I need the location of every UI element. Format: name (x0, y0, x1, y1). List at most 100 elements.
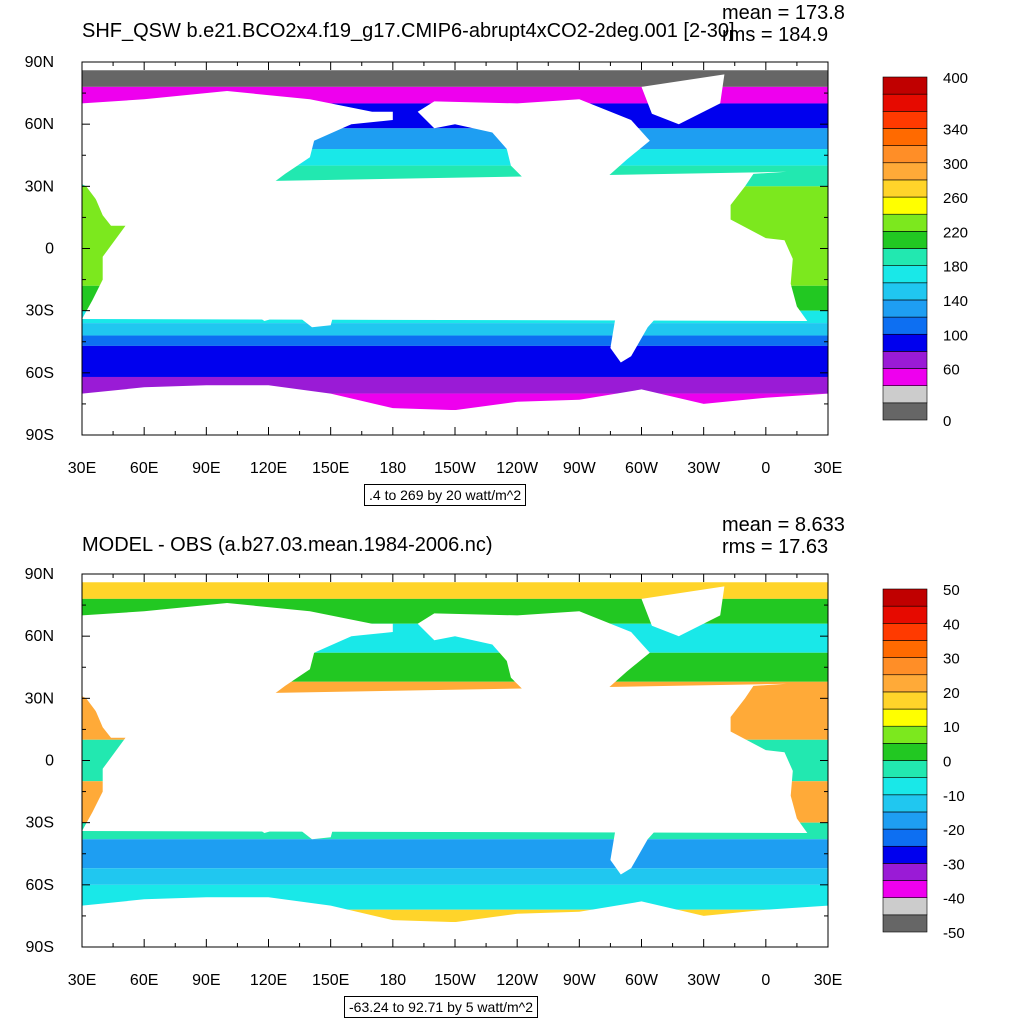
land-south-america (595, 225, 694, 363)
colorbar-swatch (882, 657, 928, 676)
x-tick-label: 30W (687, 972, 721, 989)
colorbar-label: 340 (943, 121, 968, 138)
field-band (82, 839, 828, 869)
y-tick-label: 90N (25, 54, 54, 71)
land-north-america (417, 99, 650, 230)
land-greenland (641, 74, 725, 125)
x-tick-label: 120W (496, 972, 539, 989)
colorbar-swatch (882, 794, 928, 813)
x-tick-label: 150E (312, 460, 349, 477)
colorbar-label: 50 (943, 582, 960, 599)
colorbar-swatch (882, 299, 928, 318)
x-tick-label: 150W (434, 460, 477, 477)
panel-shf-qsw: 30E 60E 90E 120E 150E 180 150W 120W 90W 60W 30W 0 30… (25, 2, 968, 506)
land-africa (82, 171, 808, 321)
x-tick-label: 60E (130, 972, 158, 989)
land-australia (256, 783, 337, 840)
colorbar-swatch (882, 231, 928, 249)
colorbar-swatch (882, 385, 928, 404)
x-tick-label: 30E (68, 460, 96, 477)
x-tick-label: 30W (687, 460, 721, 477)
plot-title: MODEL - OBS (a.b27.03.mean.1984-2006.nc) (82, 534, 493, 556)
x-tick-label: 120E (250, 460, 287, 477)
y-tick-label: 90S (26, 427, 54, 444)
colorbar-swatch (882, 914, 928, 933)
colorbar-swatch (882, 725, 928, 744)
rms-value: rms = 184.9 (722, 24, 829, 46)
colorbar-swatch (882, 213, 928, 232)
x-tick-label: 60E (130, 460, 158, 477)
x-tick-label: 150W (434, 972, 477, 989)
x-tick-label: 60W (625, 460, 659, 477)
colorbar-label: -30 (943, 856, 965, 873)
colorbar-label: 0 (943, 413, 951, 430)
contour-info: -63.24 to 92.71 by 5 watt/m^2 (344, 996, 539, 1018)
x-tick-label: 0 (761, 460, 770, 477)
colorbar-label: -10 (943, 788, 965, 805)
colorbar-label: 100 (943, 327, 968, 344)
y-tick-label: 0 (45, 241, 54, 258)
colorbar-label: -40 (943, 891, 965, 908)
colorbar-swatch (882, 880, 928, 898)
colorbar-label: 20 (943, 685, 960, 702)
colorbar-label: 300 (943, 156, 968, 173)
land-layer (82, 62, 828, 435)
field-band (82, 868, 828, 885)
colorbar-label: 60 (943, 362, 960, 379)
colorbar-swatch (882, 265, 928, 284)
colorbar-swatch (882, 743, 928, 761)
colorbar-swatch (882, 897, 928, 916)
y-tick-label: 90N (25, 566, 54, 583)
map-figure: 30E 60E 90E 120E 150E 180 150W 120W 90W 60W 30W 0 30… (25, 566, 965, 989)
y-tick-label: 30N (25, 178, 54, 195)
x-tick-label: 90E (192, 460, 220, 477)
colorbar-swatch (882, 333, 928, 352)
colorbar-swatch (882, 76, 928, 95)
axes-layer: 30E 60E 90E 120E 150E 180 150W 120W 90W 60W 30W 0 30… (25, 566, 843, 989)
colorbar-swatch (882, 640, 928, 658)
colorbar-swatch (882, 111, 928, 129)
mean-value: mean = 173.8 (722, 2, 845, 24)
colorbar-swatch (882, 760, 928, 778)
land-greenland (641, 586, 725, 637)
axes-layer: 30E 60E 90E 120E 150E 180 150W 120W 90W 60W 30W 0 30… (25, 54, 843, 477)
colorbar-label: -50 (943, 925, 965, 942)
colorbar-swatch (882, 588, 928, 607)
land-antarctica (82, 897, 828, 947)
field-band (82, 335, 828, 346)
rms-value: rms = 17.63 (722, 536, 829, 558)
field-band (82, 323, 828, 336)
land-eurasia (82, 603, 393, 757)
panel-model-minus-obs: 30E 60E 90E 120E 150E 180 150W 120W 90W 60W 30W 0 30… (0, 512, 1024, 1024)
colorbar-label: 40 (943, 616, 960, 633)
y-tick-label: 60N (25, 116, 54, 133)
x-tick-label: 30E (68, 972, 96, 989)
x-tick-label: 180 (379, 972, 406, 989)
field-band (82, 345, 828, 377)
mean-value: mean = 8.633 (722, 514, 845, 536)
colorbar-swatch (882, 863, 928, 881)
colorbar-label: 10 (943, 719, 960, 736)
land-south-america (595, 737, 694, 875)
colorbar-label: 140 (943, 293, 968, 310)
colorbar-swatch (882, 179, 928, 198)
colorbar-label: 400 (943, 70, 968, 87)
colorbar-label: 30 (943, 651, 960, 668)
colorbar-swatch (882, 162, 928, 181)
colorbar-swatch (882, 605, 928, 624)
colorbar-swatch (882, 282, 928, 301)
colorbar-swatch (882, 828, 928, 847)
land-eurasia (82, 91, 393, 245)
colorbar-swatch (882, 196, 928, 215)
land-australia (256, 271, 337, 328)
land-layer (82, 574, 828, 947)
colorbar-swatch (882, 402, 928, 421)
x-tick-label: 180 (379, 460, 406, 477)
x-tick-label: 120W (496, 460, 539, 477)
x-tick-label: 90E (192, 972, 220, 989)
colorbar-swatch (882, 368, 928, 386)
y-tick-label: 90S (26, 939, 54, 956)
colorbar-label: -20 (943, 822, 965, 839)
plot-title: SHF_QSW b.e21.BCO2x4.f19_g17.CMIP6-abrup… (82, 20, 735, 42)
y-tick-label: 0 (45, 753, 54, 770)
